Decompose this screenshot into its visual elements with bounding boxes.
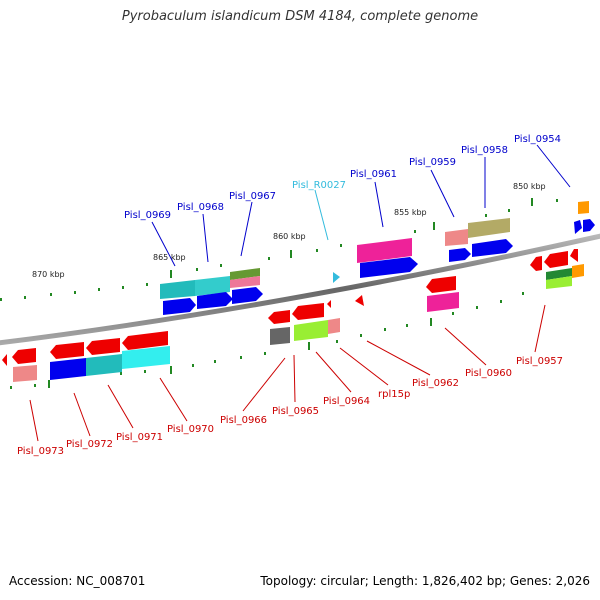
gene-label-pisl-0959[interactable]: Pisl_0959 [409,157,456,168]
gene-arrow[interactable] [583,219,595,232]
gene-arrow[interactable] [360,257,418,278]
gene-label-pisl-0969[interactable]: Pisl_0969 [124,210,171,221]
scale-label-850: 850 kbp [513,182,546,191]
gene-arrow[interactable] [292,303,324,320]
gene-arrow[interactable] [86,338,120,355]
gene-block[interactable] [578,201,589,214]
gene-label-pisl-0971[interactable]: Pisl_0971 [116,432,163,443]
gene-block[interactable] [86,354,122,376]
gene-label-pisl-0958[interactable]: Pisl_0958 [461,145,508,156]
reverse-callouts [29,304,546,442]
gene-block[interactable] [468,218,510,238]
gene-block[interactable] [122,346,170,369]
gene-arrow[interactable] [570,249,578,262]
gene-arrow[interactable] [530,256,542,271]
scale-label-870: 870 kbp [32,270,65,279]
gene-arrow[interactable] [544,251,568,268]
forward-genes [160,201,595,315]
gene-arrow[interactable] [574,220,582,234]
tick-marks [0,198,558,389]
reverse-genes [2,249,584,382]
genome-summary-text: Topology: circular; Length: 1,826,402 bp… [260,574,590,588]
gene-block[interactable] [357,238,412,263]
gene-block[interactable] [160,280,195,299]
gene-arrow[interactable] [197,292,233,309]
gene-block[interactable] [427,292,459,312]
gene-arrow[interactable] [2,354,7,366]
gene-label-pisl-r0027[interactable]: Pisl_R0027 [292,180,346,191]
gene-arrow[interactable] [472,239,513,257]
gene-block[interactable] [546,276,572,289]
gene-block[interactable] [572,264,584,278]
rna-callout [314,189,329,241]
gene-arrow[interactable] [268,310,290,324]
forward-labels: Pisl_0969 Pisl_0968 Pisl_0967 Pisl_R0027… [124,134,561,221]
gene-label-pisl-0965[interactable]: Pisl_0965 [272,406,319,417]
gene-label-pisl-0973[interactable]: Pisl_0973 [17,446,64,457]
gene-label-rpl15p[interactable]: rpl15p [378,389,410,400]
gene-label-pisl-0960[interactable]: Pisl_0960 [465,368,512,379]
gene-block[interactable] [445,229,468,246]
gene-arrow[interactable] [327,300,331,308]
gene-block[interactable] [195,276,230,296]
gene-label-pisl-0968[interactable]: Pisl_0968 [177,202,224,213]
gene-block[interactable] [270,327,290,345]
gene-label-pisl-0962[interactable]: Pisl_0962 [412,378,459,389]
gene-label-pisl-0957[interactable]: Pisl_0957 [516,356,563,367]
accession-text: Accession: NC_008701 [9,574,146,588]
gene-arrow[interactable] [449,248,471,262]
gene-label-pisl-0964[interactable]: Pisl_0964 [323,396,370,407]
forward-callouts [151,144,571,267]
genome-backbone [0,233,600,346]
scale-label-855: 855 kbp [394,208,427,217]
gene-arrow[interactable] [355,295,364,306]
reverse-labels: Pisl_0973 Pisl_0972 Pisl_0971 Pisl_0970 … [17,356,563,457]
map-title: Pyrobaculum islandicum DSM 4184, complet… [121,9,479,24]
gene-arrow[interactable] [163,298,196,315]
gene-arrow[interactable] [50,342,84,359]
rna-gene-arrow[interactable] [333,272,340,283]
gene-label-pisl-0966[interactable]: Pisl_0966 [220,415,267,426]
gene-block[interactable] [50,358,86,380]
gene-arrow[interactable] [12,348,36,364]
gene-label-pisl-0961[interactable]: Pisl_0961 [350,169,397,180]
gene-arrow[interactable] [232,287,263,304]
gene-block[interactable] [328,318,340,334]
gene-label-pisl-0967[interactable]: Pisl_0967 [229,191,276,202]
gene-label-pisl-0972[interactable]: Pisl_0972 [66,439,113,450]
scale-label-860: 860 kbp [273,232,306,241]
scale-label-865: 865 kbp [153,253,186,262]
gene-label-pisl-0954[interactable]: Pisl_0954 [514,134,561,145]
gene-block[interactable] [230,276,260,288]
gene-block[interactable] [294,320,328,341]
gene-block[interactable] [13,365,37,382]
gene-arrow[interactable] [426,276,456,293]
gene-label-pisl-0970[interactable]: Pisl_0970 [167,424,214,435]
gene-arrow[interactable] [122,331,168,350]
